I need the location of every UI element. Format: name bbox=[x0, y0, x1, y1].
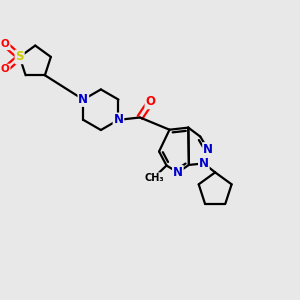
Text: O: O bbox=[1, 64, 10, 74]
Text: N: N bbox=[199, 157, 209, 170]
Text: N: N bbox=[203, 143, 213, 156]
Text: O: O bbox=[146, 95, 155, 109]
Text: O: O bbox=[1, 39, 10, 50]
Text: CH₃: CH₃ bbox=[144, 173, 164, 183]
Text: N: N bbox=[113, 113, 124, 126]
Text: N: N bbox=[78, 93, 88, 106]
Text: N: N bbox=[173, 166, 183, 179]
Text: S: S bbox=[15, 50, 24, 63]
